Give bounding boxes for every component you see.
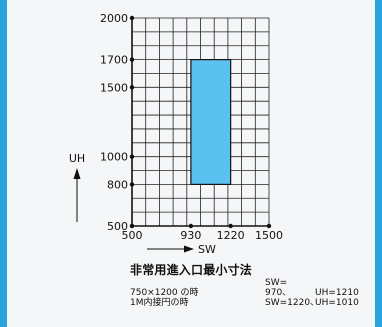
x-tick-label: 930 [180, 229, 201, 242]
x-tick-dot [266, 223, 272, 229]
x-tick-label: 1220 [217, 229, 245, 242]
y-tick-label: 1000 [100, 151, 128, 164]
caption-row-2-label: 1M内接円の時 [130, 298, 189, 309]
caption-row-2-uh: UH=1010 [315, 298, 359, 309]
x-tick-label: 500 [122, 229, 143, 242]
x-tick-dot [228, 223, 233, 229]
y-tick-label: 800 [107, 178, 128, 191]
y-tick-label: 2000 [100, 12, 128, 25]
y-tick-dot [129, 154, 135, 159]
y-tick-label: 1700 [100, 54, 128, 67]
y-tick-dot [129, 15, 135, 21]
y-tick-dot [129, 182, 135, 187]
y-axis-arrow-head [73, 168, 81, 179]
chart-svg: 500 800 1000 1500 1700 2000 500 930 1220 1500 UH SW [69, 12, 283, 256]
y-axis-label: UH [69, 152, 85, 165]
y-tick-dot [129, 85, 135, 90]
x-axis-label: SW [198, 243, 216, 256]
y-tick-label: 500 [107, 220, 128, 233]
x-tick-label: 1500 [255, 229, 283, 242]
caption-row-1-label: 750×1200 の時 [130, 288, 199, 299]
y-tick-dot [129, 57, 135, 62]
x-tick-dot [129, 223, 135, 229]
x-tick-dot [188, 223, 194, 229]
caption-title: 非常用進入口最小寸法 [130, 263, 253, 277]
caption: 非常用進入口最小寸法 750×1200 の時 SW= 970、 UH=1210 1M… [130, 263, 359, 309]
caption-row-2-sw: SW=1220、 [265, 298, 320, 309]
caption-row-2: 1M内接円の時 SW=1220、UH=1010 [130, 298, 359, 308]
caption-row-1-uh: UH=1210 [315, 288, 359, 299]
caption-row-1-sw: SW= 970、 [265, 277, 297, 299]
x-axis-arrow-head [184, 245, 194, 253]
caption-row-1: 750×1200 の時 SW= 970、 UH=1210 [130, 278, 359, 299]
highlight-rect [190, 58, 232, 186]
y-tick-label: 1500 [100, 81, 128, 94]
